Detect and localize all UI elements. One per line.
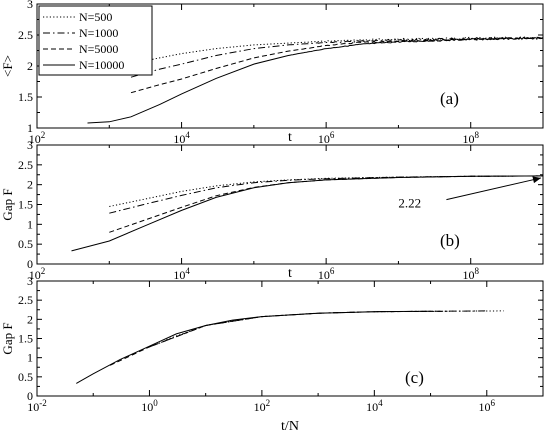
y-tick-label: 3 [27, 0, 33, 11]
y-tick-label: 0 [27, 257, 33, 271]
series-line-n-1000 [109, 175, 544, 214]
y-axis-label: Gap F [0, 188, 15, 220]
series-line-n-5000 [109, 175, 544, 233]
x-tick-label: 104 [173, 266, 190, 282]
series-line-n-5000 [109, 310, 448, 366]
legend-box [38, 5, 153, 76]
y-tick-label: 2.5 [18, 293, 33, 307]
legend-entry-label: N=10000 [79, 58, 124, 72]
y-tick-label: 2 [27, 178, 33, 192]
x-tick-label: 102 [254, 398, 271, 414]
x-axis-label: t/N [281, 419, 299, 434]
y-tick-label: 2.5 [18, 158, 33, 172]
y-tick-label: 0.5 [18, 370, 33, 384]
y-axis-label: Gap F [0, 322, 15, 354]
x-tick-label: 106 [318, 266, 335, 282]
x-tick-label: 108 [462, 130, 479, 146]
y-tick-label: 1.5 [18, 90, 33, 104]
x-tick-label: 102 [29, 130, 46, 146]
legend-entry-label: N=500 [79, 10, 112, 24]
panel-c: 0 0.5 1 1.5 2 2.5 3 10-2 100 102 104 106 t/N Gap F (c) [0, 274, 544, 434]
x-axis-label: t [288, 266, 292, 281]
series-line-n-500 [109, 36, 544, 70]
y-tick-label: 2.5 [18, 28, 33, 42]
y-tick-label: 3 [27, 274, 33, 288]
series-line-n-500 [109, 175, 544, 207]
y-tick-label: 1 [27, 121, 33, 135]
y-tick-label: 1.5 [18, 332, 33, 346]
series-line-n-10000 [76, 310, 431, 384]
y-tick-label: 1.5 [18, 198, 33, 212]
plot-frame [36, 144, 544, 265]
y-tick-label: 1 [27, 217, 33, 231]
y-tick-label: 1 [27, 351, 33, 365]
plot-frame [36, 280, 544, 397]
x-axis-label: t [288, 130, 292, 145]
panel-label: (c) [405, 368, 424, 387]
y-tick-label: 0 [27, 389, 33, 403]
annotation-arrowhead [532, 176, 541, 184]
x-tick-label: 100 [141, 398, 158, 414]
y-tick-label: 0.5 [18, 237, 33, 251]
x-tick-label: 106 [318, 130, 335, 146]
legend-entry-label: N=1000 [79, 26, 118, 40]
x-tick-label: 10-2 [27, 398, 47, 414]
x-tick-label: 102 [29, 266, 46, 282]
series-line-n-1000 [149, 310, 487, 348]
series-line-n-1000 [130, 36, 543, 78]
x-tick-label: 104 [173, 130, 190, 146]
y-tick-label: 3 [27, 138, 33, 152]
series-line-n-500 [166, 310, 504, 341]
annotation-label: 2.22 [398, 196, 421, 211]
x-tick-label: 106 [479, 398, 496, 414]
y-tick-label: 2 [27, 59, 33, 73]
panel-label: (b) [440, 231, 460, 250]
x-tick-label: 104 [366, 398, 383, 414]
annotation-arrow [446, 177, 542, 201]
x-tick-label: 108 [462, 266, 479, 282]
y-axis-label: <F> [0, 55, 15, 77]
panel-label: (a) [440, 89, 459, 108]
series-line-n-5000 [130, 36, 543, 94]
annotation: 2.22 [398, 176, 542, 211]
series-line-n-10000 [71, 175, 544, 252]
legend: N=500 N=1000 N=5000 N=10000 [38, 5, 153, 76]
legend-entry-label: N=5000 [79, 42, 118, 56]
panel-b: 0 0.5 1 1.5 2 2.5 3 102 104 106 108 t Gap F (b) 2.22 [0, 138, 544, 282]
series-line-n-10000 [87, 37, 544, 124]
y-tick-label: 2 [27, 312, 33, 326]
